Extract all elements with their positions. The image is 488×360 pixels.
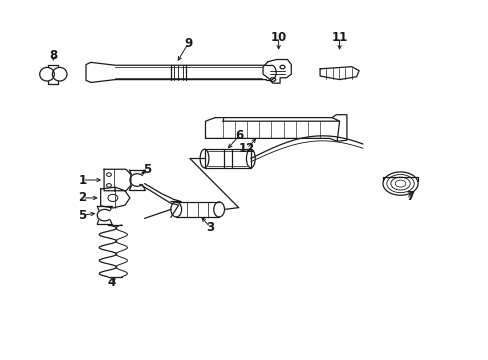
Text: 5: 5: [79, 209, 86, 222]
Text: 9: 9: [184, 36, 192, 50]
Text: 12: 12: [238, 142, 255, 155]
Text: 2: 2: [79, 192, 86, 204]
Text: 3: 3: [206, 221, 214, 234]
Text: 10: 10: [270, 31, 286, 44]
Text: 5: 5: [142, 163, 151, 176]
Text: 4: 4: [107, 276, 116, 289]
Text: 6: 6: [235, 129, 243, 142]
Text: 11: 11: [331, 31, 347, 44]
Text: 8: 8: [49, 49, 58, 62]
Text: 1: 1: [79, 174, 86, 186]
Text: 7: 7: [406, 190, 413, 203]
